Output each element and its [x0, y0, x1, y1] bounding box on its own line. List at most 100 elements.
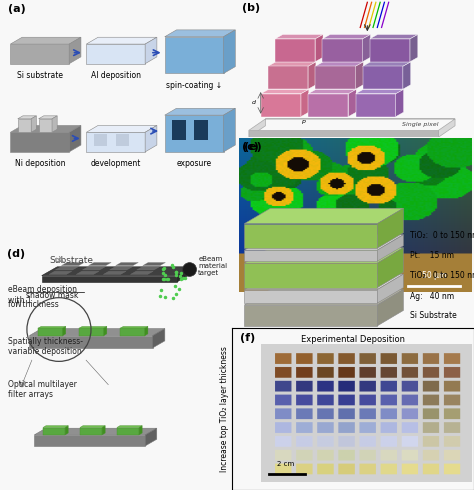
- Polygon shape: [224, 30, 235, 74]
- Text: thickness: thickness: [20, 300, 59, 309]
- Polygon shape: [245, 274, 403, 290]
- Polygon shape: [245, 235, 403, 250]
- Polygon shape: [62, 263, 84, 266]
- Polygon shape: [69, 125, 81, 152]
- Text: Si substrate: Si substrate: [17, 71, 63, 80]
- Polygon shape: [363, 66, 403, 89]
- Polygon shape: [31, 116, 36, 132]
- Text: eBeam
material
target: eBeam material target: [198, 256, 228, 276]
- Polygon shape: [143, 263, 165, 266]
- Text: Spatially thickness-
variable deposition: Spatially thickness- variable deposition: [9, 337, 83, 356]
- Polygon shape: [34, 428, 157, 435]
- Text: 50 μm: 50 μm: [421, 271, 446, 280]
- Polygon shape: [370, 39, 410, 62]
- Polygon shape: [43, 427, 65, 435]
- Polygon shape: [245, 305, 377, 326]
- Polygon shape: [86, 125, 157, 132]
- Polygon shape: [245, 263, 377, 288]
- Polygon shape: [165, 37, 224, 74]
- Polygon shape: [43, 426, 68, 427]
- Polygon shape: [194, 120, 208, 140]
- Polygon shape: [116, 134, 129, 146]
- Polygon shape: [322, 39, 363, 62]
- Text: eBeam deposition
with 1: eBeam deposition with 1: [9, 285, 77, 305]
- Polygon shape: [42, 267, 193, 275]
- Polygon shape: [356, 62, 363, 89]
- Polygon shape: [89, 263, 111, 266]
- Polygon shape: [275, 39, 315, 62]
- Polygon shape: [245, 248, 403, 263]
- Text: Optical multilayer
filter arrays: Optical multilayer filter arrays: [9, 380, 77, 399]
- Polygon shape: [403, 62, 410, 89]
- Polygon shape: [94, 134, 107, 146]
- Polygon shape: [153, 329, 165, 348]
- Polygon shape: [29, 336, 153, 348]
- Polygon shape: [275, 34, 323, 39]
- Text: 2 cm: 2 cm: [277, 462, 294, 467]
- Polygon shape: [356, 94, 396, 117]
- Text: (b): (b): [242, 3, 260, 13]
- Polygon shape: [245, 250, 377, 261]
- Text: (e): (e): [245, 142, 262, 152]
- Text: spin-coating ↓: spin-coating ↓: [166, 81, 222, 90]
- Polygon shape: [55, 267, 78, 270]
- Text: Experimental Deposition: Experimental Deposition: [301, 335, 405, 344]
- Text: exposure: exposure: [177, 159, 212, 168]
- Text: d: d: [252, 100, 255, 105]
- Polygon shape: [79, 326, 107, 328]
- Polygon shape: [268, 66, 308, 89]
- Text: Si Substrate: Si Substrate: [410, 311, 457, 320]
- Text: Pt:    15 nm: Pt: 15 nm: [410, 251, 455, 260]
- Polygon shape: [145, 326, 148, 336]
- Polygon shape: [104, 326, 107, 336]
- Polygon shape: [86, 132, 145, 152]
- Polygon shape: [315, 66, 356, 89]
- Text: Ag:   40 nm: Ag: 40 nm: [410, 292, 455, 301]
- Polygon shape: [177, 267, 193, 282]
- Polygon shape: [396, 89, 403, 117]
- Polygon shape: [42, 275, 177, 282]
- Polygon shape: [145, 37, 157, 64]
- Polygon shape: [65, 426, 68, 435]
- Polygon shape: [52, 116, 57, 132]
- Polygon shape: [117, 426, 142, 427]
- Polygon shape: [137, 267, 159, 270]
- Polygon shape: [82, 267, 105, 270]
- Circle shape: [182, 263, 197, 276]
- Polygon shape: [245, 208, 403, 223]
- Text: shadow mask: shadow mask: [27, 291, 79, 300]
- Polygon shape: [224, 108, 235, 152]
- Polygon shape: [80, 426, 105, 427]
- Text: Al deposition: Al deposition: [91, 71, 141, 80]
- Polygon shape: [377, 208, 403, 248]
- Polygon shape: [165, 108, 235, 115]
- Text: for: for: [9, 300, 21, 309]
- Polygon shape: [69, 37, 81, 64]
- Polygon shape: [315, 34, 323, 62]
- Polygon shape: [377, 274, 403, 303]
- Text: development: development: [91, 159, 141, 168]
- Polygon shape: [245, 290, 403, 305]
- Polygon shape: [120, 328, 145, 336]
- Polygon shape: [86, 44, 145, 64]
- Text: TiO₂:  0 to 150 nm: TiO₂: 0 to 150 nm: [410, 271, 474, 280]
- Polygon shape: [370, 34, 418, 39]
- Polygon shape: [79, 328, 104, 336]
- Polygon shape: [38, 326, 66, 328]
- Polygon shape: [261, 89, 309, 94]
- Polygon shape: [116, 263, 138, 266]
- Polygon shape: [410, 34, 418, 62]
- Polygon shape: [10, 44, 69, 64]
- Polygon shape: [18, 119, 31, 132]
- Polygon shape: [245, 223, 377, 248]
- Polygon shape: [315, 62, 363, 66]
- Text: TiO₂:  0 to 150 nm: TiO₂: 0 to 150 nm: [410, 231, 474, 241]
- Polygon shape: [249, 130, 438, 137]
- Polygon shape: [10, 132, 69, 152]
- Text: Single pixel: Single pixel: [402, 122, 438, 127]
- Polygon shape: [322, 34, 371, 39]
- Polygon shape: [377, 248, 403, 288]
- Polygon shape: [165, 30, 235, 37]
- Polygon shape: [348, 89, 356, 117]
- Text: (d): (d): [7, 249, 25, 259]
